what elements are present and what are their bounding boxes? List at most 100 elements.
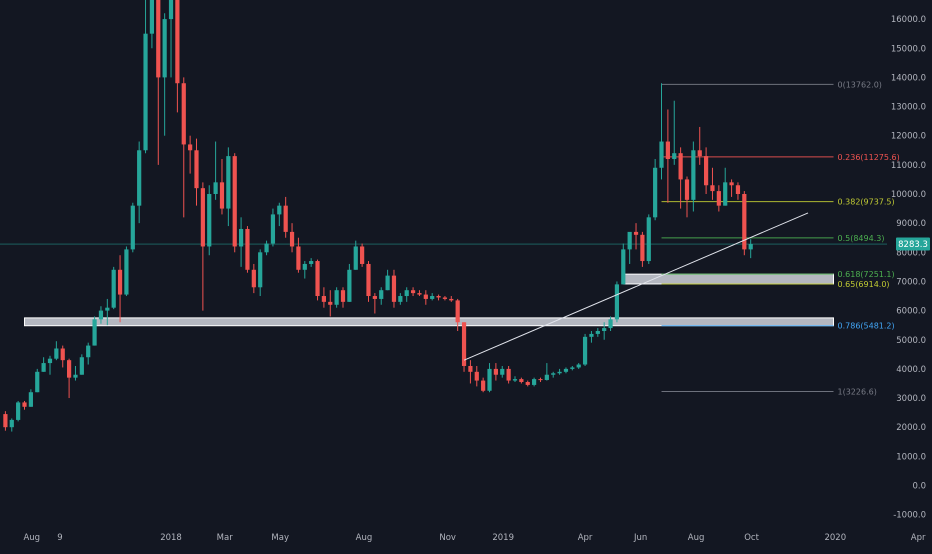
- y-tick-label: 3000.0: [896, 394, 926, 404]
- y-tick-label: 14000.0: [891, 73, 926, 83]
- y-tick-label: 4000.0: [896, 365, 926, 375]
- candle-body-33: [213, 182, 218, 194]
- candle-body-39: [251, 269, 256, 288]
- y-tick-label: 7000.0: [896, 277, 926, 287]
- candle-body-58: [372, 296, 377, 299]
- candle-body-105: [672, 153, 677, 160]
- y-tick-label: -1000.0: [893, 511, 926, 521]
- candle-body-93: [595, 331, 600, 334]
- candle-body-57: [366, 263, 371, 297]
- candle-body-14: [92, 319, 97, 346]
- y-tick-label: 0.0: [912, 482, 926, 492]
- candle-body-69: [442, 297, 448, 299]
- candle-body-62: [398, 296, 403, 302]
- fib-label-2: 0.382(9737.5): [838, 198, 895, 207]
- y-tick-label: 6000.0: [896, 307, 926, 317]
- candle-body-60: [385, 275, 390, 291]
- candle-body-111: [710, 185, 715, 192]
- candle-body-19: [124, 249, 129, 295]
- candle-body-78: [500, 368, 505, 375]
- y-tick-label: 1000.0: [896, 452, 926, 462]
- candle-body-112: [716, 191, 721, 206]
- candle-body-38: [245, 228, 250, 270]
- candle-body-36: [232, 156, 237, 247]
- fib-label-3: 0.5(8494.3): [838, 234, 885, 243]
- x-tick-label: Apr: [911, 533, 926, 543]
- candle-body-6: [41, 363, 46, 372]
- candle-body-9: [60, 348, 65, 361]
- candle-body-54: [347, 269, 352, 302]
- fib-label-0: 0(13762.0): [838, 80, 882, 89]
- candle-body-114: [729, 182, 734, 186]
- candle-body-80: [512, 379, 518, 381]
- candle-body-7: [47, 358, 53, 364]
- candle-body-103: [659, 141, 664, 168]
- candle-body-0: [3, 414, 8, 428]
- candle-body-75: [481, 380, 486, 391]
- candle-body-20: [130, 205, 135, 250]
- y-tick-label: 12000.0: [891, 132, 926, 142]
- candle-body-65: [417, 293, 422, 295]
- candle-body-86: [551, 373, 556, 375]
- candle-body-68: [436, 296, 441, 298]
- candle-body-95: [608, 319, 613, 329]
- candle-body-99: [633, 231, 639, 235]
- candle-body-48: [309, 261, 314, 264]
- candle-body-73: [468, 365, 473, 372]
- candle-body-100: [640, 234, 645, 262]
- candle-body-107: [684, 179, 690, 200]
- fib-label-6: 0.786(5481.2): [838, 322, 895, 331]
- candle-body-72: [461, 322, 467, 366]
- candle-body-116: [742, 194, 747, 250]
- x-tick-label: May: [271, 533, 289, 543]
- y-tick-label: 10000.0: [891, 190, 926, 200]
- candle-body-44: [283, 205, 288, 232]
- candle-body-90: [576, 364, 581, 368]
- candle-body-17: [111, 269, 116, 308]
- candle-body-87: [557, 371, 562, 374]
- candle-body-15: [98, 310, 104, 320]
- candle-body-22: [143, 33, 148, 151]
- x-tick-label: Apr: [578, 533, 593, 543]
- candle-body-28: [181, 83, 186, 145]
- candle-body-106: [678, 153, 683, 180]
- candle-body-63: [404, 290, 409, 297]
- x-tick-label: Aug: [356, 533, 373, 543]
- candle-body-67: [430, 296, 435, 299]
- candle-body-1: [9, 419, 14, 428]
- candle-body-35: [226, 156, 231, 209]
- candle-body-30: [194, 150, 199, 189]
- candle-body-110: [704, 156, 709, 186]
- x-tick-label: 2018: [160, 533, 182, 543]
- y-tick-label: 8000.0: [896, 248, 926, 258]
- candle-body-11: [73, 374, 78, 378]
- y-tick-label: 11000.0: [891, 161, 926, 171]
- candle-body-25: [162, 19, 167, 78]
- candle-body-8: [54, 348, 59, 359]
- candle-body-21: [137, 150, 142, 206]
- candle-body-3: [22, 402, 27, 407]
- candle-body-47: [302, 263, 307, 270]
- candle-body-61: [391, 275, 397, 302]
- candle-body-98: [627, 231, 632, 250]
- candle-body-55: [353, 246, 358, 270]
- candle-body-37: [238, 228, 244, 247]
- candle-body-109: [697, 150, 702, 157]
- candle-body-88: [563, 368, 569, 372]
- candle-body-26: [168, 0, 174, 20]
- candle-body-91: [582, 336, 588, 365]
- candle-body-85: [544, 374, 549, 380]
- candle-body-29: [188, 144, 193, 151]
- x-tick-label: 9: [57, 533, 62, 543]
- candle-body-34: [219, 182, 225, 209]
- x-tick-label: Oct: [744, 533, 759, 543]
- candle-body-52: [334, 290, 339, 305]
- x-tick-label: Nov: [439, 533, 456, 543]
- x-tick-label: Mar: [217, 533, 234, 543]
- candle-body-113: [723, 182, 728, 206]
- candle-body-43: [277, 205, 282, 215]
- y-tick-label: 2000.0: [896, 423, 926, 433]
- candle-body-5: [35, 371, 40, 393]
